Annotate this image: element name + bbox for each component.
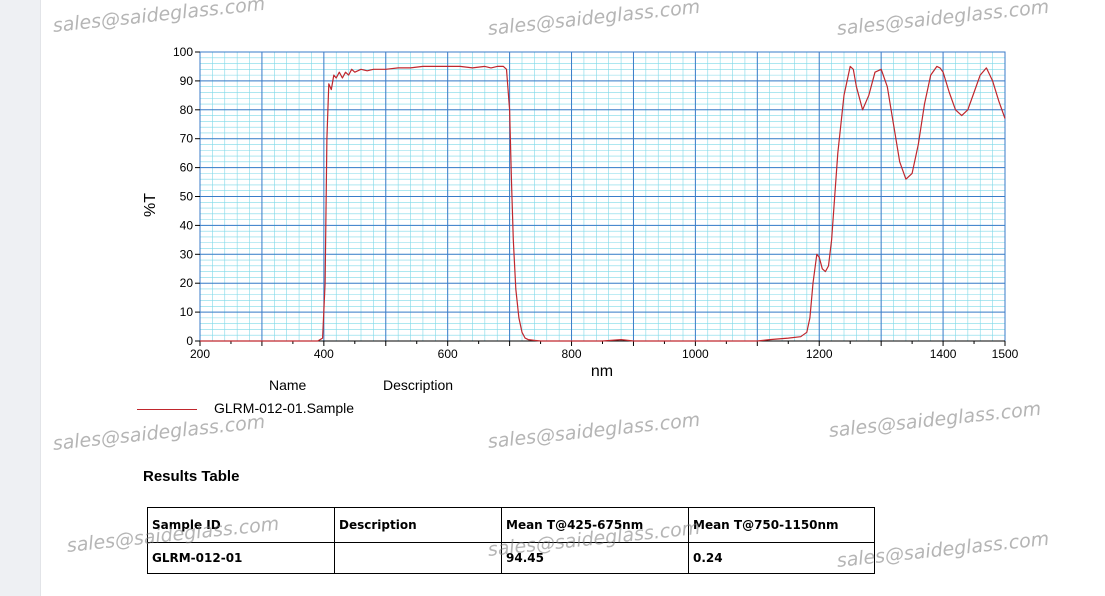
x-tick-label: 1000	[682, 347, 709, 361]
series-line-glrm-012-01-sample	[200, 65, 1006, 342]
y-axis-label: %T	[142, 193, 159, 217]
cell-sample-id: GLRM-012-01	[147, 542, 335, 574]
y-tick-label: 90	[180, 74, 194, 88]
results-table: Sample ID Description Mean T@425-675nm M…	[147, 507, 875, 574]
legend-name-header: Name	[269, 377, 307, 393]
y-tick-label: 10	[180, 305, 194, 319]
table-row: GLRM-012-01 94.45 0.24	[147, 542, 875, 574]
x-tick-label: 1200	[806, 347, 833, 361]
x-axis-label: nm	[591, 363, 613, 380]
series-layer	[200, 65, 1006, 342]
y-tick-label: 50	[180, 190, 194, 204]
legend-line-swatch	[137, 409, 197, 410]
y-tick-label: 70	[180, 132, 194, 146]
legend-description-header: Description	[383, 377, 454, 393]
x-tick-label: 1500	[992, 347, 1019, 361]
legend-sample-name: GLRM-012-01.Sample	[214, 400, 355, 416]
major-grid	[199, 51, 1006, 342]
x-tick-label: 200	[190, 347, 210, 361]
x-tick-label: 1400	[930, 347, 957, 361]
y-tick-label: 30	[180, 247, 194, 261]
left-sidebar-rail	[0, 0, 41, 596]
y-tick-label: 80	[180, 103, 194, 117]
x-tick-label: 800	[562, 347, 582, 361]
x-tick-label: 400	[314, 347, 334, 361]
cell-mean-visible: 94.45	[501, 542, 689, 574]
header-sample-id: Sample ID	[147, 507, 335, 543]
y-tick-label: 0	[186, 334, 193, 348]
table-header-row: Sample ID Description Mean T@425-675nm M…	[147, 507, 875, 543]
results-table-title: Results Table	[143, 468, 240, 485]
cell-description	[334, 542, 502, 574]
y-tick-label: 60	[180, 161, 194, 175]
x-tick-label: 600	[438, 347, 458, 361]
header-description: Description	[334, 507, 502, 543]
y-tick-label: 100	[173, 45, 193, 59]
header-mean-visible: Mean T@425-675nm	[501, 507, 689, 543]
header-mean-nir: Mean T@750-1150nm	[688, 507, 875, 543]
cell-mean-nir: 0.24	[688, 542, 875, 574]
y-tick-label: 20	[180, 276, 194, 290]
y-tick-label: 40	[180, 218, 194, 232]
